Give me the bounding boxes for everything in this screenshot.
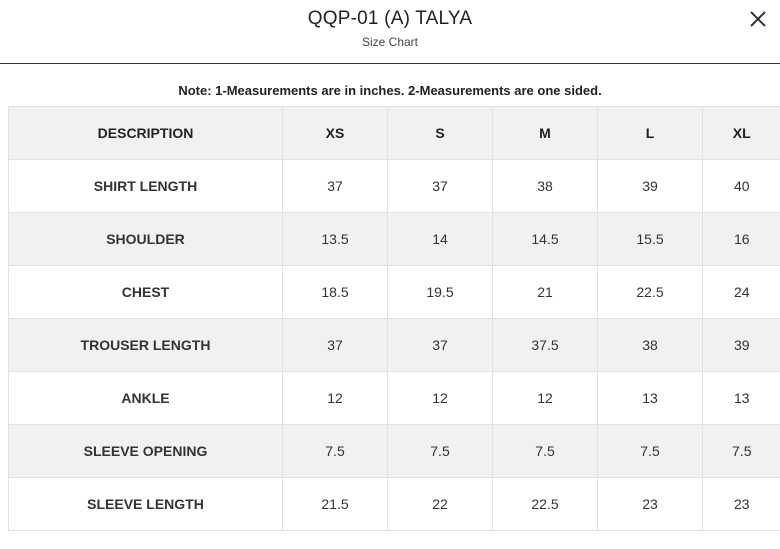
table-cell: 13.5 — [282, 212, 388, 266]
table-row: SHOULDER 13.5 14 14.5 15.5 16 — [8, 212, 780, 266]
table-cell: 15.5 — [597, 212, 703, 266]
table-cell: 37.5 — [492, 318, 598, 372]
close-button[interactable] — [748, 9, 768, 29]
table-cell: 23 — [597, 477, 703, 531]
table-cell: 40 — [702, 159, 780, 213]
table-row: CHEST 18.5 19.5 21 22.5 24 — [8, 265, 780, 319]
column-header: L — [597, 106, 703, 160]
table-row: SLEEVE OPENING 7.5 7.5 7.5 7.5 7.5 — [8, 424, 780, 478]
table-cell: 19.5 — [387, 265, 493, 319]
modal-subtitle: Size Chart — [361, 35, 419, 49]
table-row: ANKLE 12 12 12 13 13 — [8, 371, 780, 425]
table-cell: 23 — [702, 477, 780, 531]
column-header: M — [492, 106, 598, 160]
table-cell: 37 — [282, 318, 388, 372]
table-cell: 13 — [702, 371, 780, 425]
table-cell: 21.5 — [282, 477, 388, 531]
modal-header: QQP-01 (A) TALYA Size Chart — [0, 0, 780, 64]
table-row: TROUSER LENGTH 37 37 37.5 38 39 — [8, 318, 780, 372]
table-cell: 21 — [492, 265, 598, 319]
table-cell: 7.5 — [387, 424, 493, 478]
close-icon — [750, 11, 766, 27]
table-header-row: DESCRIPTION XS S M L XL — [8, 106, 780, 160]
table-cell: 37 — [387, 159, 493, 213]
table-cell: 38 — [492, 159, 598, 213]
table-cell: 39 — [597, 159, 703, 213]
table-cell: 37 — [282, 159, 388, 213]
row-label: CHEST — [8, 265, 283, 319]
table-cell: 22 — [387, 477, 493, 531]
table-row: SLEEVE LENGTH 21.5 22 22.5 23 23 — [8, 477, 780, 531]
table-cell: 16 — [702, 212, 780, 266]
table-cell: 12 — [387, 371, 493, 425]
row-label: TROUSER LENGTH — [8, 318, 283, 372]
row-label: SLEEVE OPENING — [8, 424, 283, 478]
measurement-note: Note: 1-Measurements are in inches. 2-Me… — [178, 83, 602, 98]
table-cell: 12 — [282, 371, 388, 425]
row-label: ANKLE — [8, 371, 283, 425]
table-cell: 22.5 — [492, 477, 598, 531]
table-cell: 37 — [387, 318, 493, 372]
column-header: S — [387, 106, 493, 160]
product-title: QQP-01 (A) TALYA — [307, 8, 473, 29]
table-cell: 12 — [492, 371, 598, 425]
table-cell: 13 — [597, 371, 703, 425]
table-cell: 24 — [702, 265, 780, 319]
column-header: XS — [282, 106, 388, 160]
table-cell: 39 — [702, 318, 780, 372]
row-label: SLEEVE LENGTH — [8, 477, 283, 531]
table-cell: 22.5 — [597, 265, 703, 319]
column-header: XL — [702, 106, 780, 160]
table-cell: 7.5 — [492, 424, 598, 478]
table-cell: 38 — [597, 318, 703, 372]
table-body: SHIRT LENGTH 37 37 38 39 40 SHOULDER 13.5 14 14.5… — [8, 159, 780, 531]
size-chart-table: DESCRIPTION XS S M L XL SHIRT LENGTH 37 37… — [8, 106, 780, 531]
table-cell: 18.5 — [282, 265, 388, 319]
column-header: DESCRIPTION — [8, 106, 283, 160]
table-cell: 7.5 — [597, 424, 703, 478]
table-cell: 7.5 — [702, 424, 780, 478]
table-cell: 7.5 — [282, 424, 388, 478]
row-label: SHOULDER — [8, 212, 283, 266]
table-cell: 14.5 — [492, 212, 598, 266]
row-label: SHIRT LENGTH — [8, 159, 283, 213]
table-row: SHIRT LENGTH 37 37 38 39 40 — [8, 159, 780, 213]
table-cell: 14 — [387, 212, 493, 266]
